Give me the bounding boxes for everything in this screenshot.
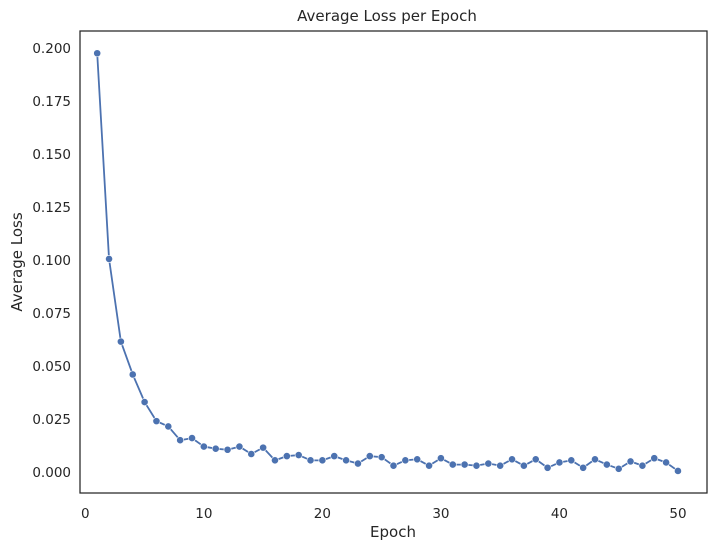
data-point <box>614 464 623 473</box>
data-point <box>199 442 208 451</box>
x-axis: 0 10 20 30 40 50 <box>81 506 687 522</box>
data-point <box>650 454 659 463</box>
series-layer <box>93 49 682 475</box>
plot-area-frame <box>79 30 708 494</box>
data-point <box>247 450 256 458</box>
data-point <box>626 457 635 466</box>
y-tick-label: 0.150 <box>32 147 71 163</box>
data-point <box>140 398 149 406</box>
data-point <box>602 460 611 469</box>
x-tick-label: 50 <box>669 506 686 522</box>
chart-title: Average Loss per Epoch <box>297 7 477 25</box>
data-point <box>354 459 362 468</box>
y-tick-label: 0.025 <box>32 412 71 428</box>
x-tick-label: 10 <box>195 506 212 522</box>
x-tick-label: 20 <box>314 506 331 522</box>
data-point <box>437 454 445 463</box>
data-point <box>164 422 173 431</box>
data-point <box>389 461 398 470</box>
x-tick-label: 30 <box>432 506 449 522</box>
data-point <box>484 459 493 468</box>
data-point <box>188 434 196 442</box>
data-point <box>579 463 588 472</box>
data-point <box>413 455 422 464</box>
data-point <box>531 455 540 464</box>
data-point <box>591 455 599 464</box>
data-point <box>543 463 552 472</box>
y-axis-label: Average Loss <box>8 212 26 311</box>
y-tick-label: 0.050 <box>32 359 71 375</box>
y-tick-label: 0.175 <box>32 94 71 110</box>
data-point <box>674 467 682 475</box>
data-point <box>176 436 185 445</box>
data-point <box>508 455 516 464</box>
y-tick-label: 0.100 <box>32 253 71 269</box>
data-point <box>448 460 457 469</box>
y-tick-label: 0.075 <box>32 306 71 322</box>
data-point <box>211 444 220 453</box>
data-point <box>152 417 161 426</box>
data-point <box>555 458 564 467</box>
data-point <box>128 370 137 379</box>
data-point <box>116 337 125 346</box>
data-point <box>342 456 350 465</box>
data-point <box>472 461 481 470</box>
data-point <box>460 460 469 469</box>
data-point <box>638 461 647 470</box>
y-tick-label: 0.000 <box>32 465 71 481</box>
x-tick-label: 0 <box>81 506 90 522</box>
y-tick-label: 0.200 <box>32 41 71 57</box>
data-point <box>330 452 339 461</box>
data-point <box>401 456 410 465</box>
data-point <box>318 456 327 465</box>
data-point <box>259 443 268 452</box>
y-axis: 0.000 0.025 0.050 0.075 0.100 0.125 0.150 0.175… <box>32 41 71 481</box>
data-point <box>294 451 303 459</box>
data-point <box>365 452 374 461</box>
data-point <box>105 255 113 263</box>
data-point <box>282 452 291 461</box>
data-point <box>496 461 505 470</box>
data-point <box>235 442 244 451</box>
data-point <box>662 458 671 467</box>
data-point <box>271 456 279 465</box>
x-tick-label: 40 <box>551 506 568 522</box>
data-point <box>567 456 576 465</box>
data-point <box>425 461 433 470</box>
data-point <box>223 445 232 454</box>
data-point <box>519 461 528 470</box>
data-point <box>377 453 386 462</box>
data-point <box>306 456 315 465</box>
x-axis-label: Epoch <box>370 523 416 541</box>
data-point <box>93 49 102 58</box>
y-tick-label: 0.125 <box>32 200 71 216</box>
